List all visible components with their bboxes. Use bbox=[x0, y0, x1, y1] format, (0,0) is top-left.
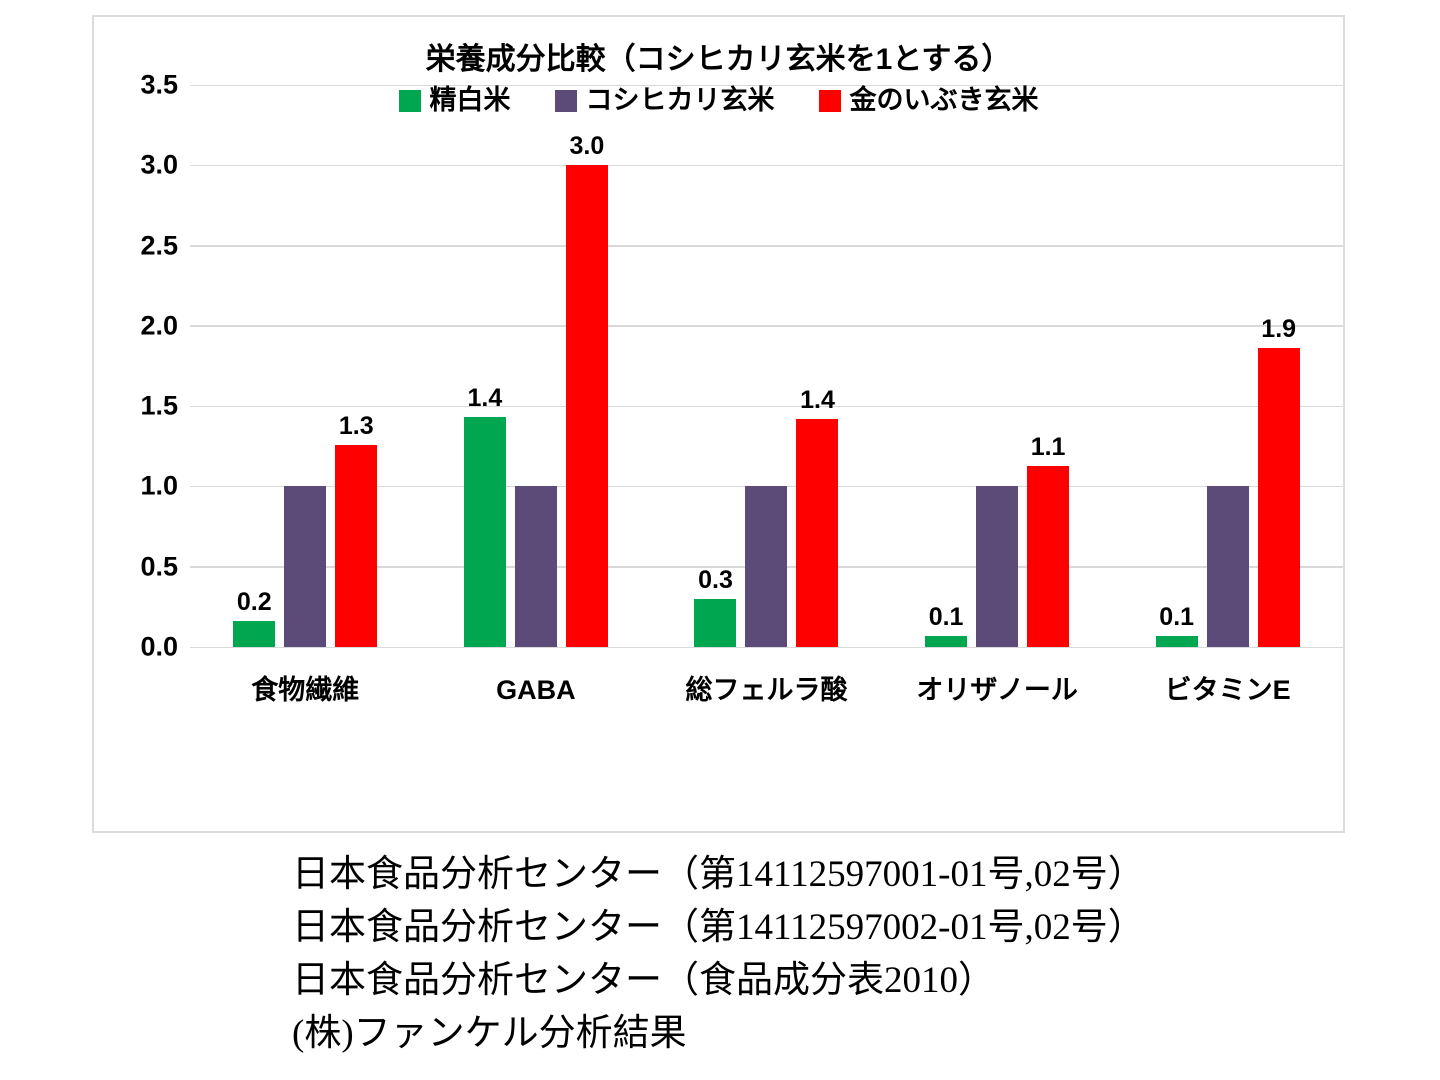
legend-label: 精白米 bbox=[429, 85, 511, 115]
y-tick-label: 1.0 bbox=[140, 470, 178, 501]
bar-value-label: 1.3 bbox=[338, 411, 374, 440]
bar-group: 0.1 1.9 bbox=[1112, 85, 1343, 647]
gridline bbox=[190, 325, 1343, 327]
bar bbox=[796, 419, 839, 647]
y-tick-label: 3.5 bbox=[140, 69, 178, 100]
x-category-label: GABA bbox=[496, 675, 576, 705]
legend-swatch bbox=[818, 89, 841, 112]
x-category-label: ビタミンE bbox=[1164, 675, 1291, 705]
bar-value-label: 0.1 bbox=[928, 602, 964, 631]
bar bbox=[335, 444, 378, 647]
legend-swatch bbox=[398, 89, 421, 112]
bar-group: 0.3 1.4 bbox=[651, 85, 882, 647]
bar bbox=[1027, 465, 1070, 647]
bar-value-label: 0.1 bbox=[1159, 602, 1195, 631]
plot-area: 0.2 1.3 1.4 3.0 0.3 1.4 0.1 1.1 0.1 1.9 bbox=[190, 84, 1343, 648]
legend-label: コシヒカリ玄米 bbox=[585, 85, 775, 115]
y-tick-label: 2.0 bbox=[140, 310, 178, 341]
bar bbox=[925, 635, 968, 647]
bar-value-label: 1.1 bbox=[1030, 432, 1066, 461]
x-category-label: オリザノール bbox=[916, 675, 1078, 705]
source-line: 日本食品分析センター（第14112597002-01号,02号） bbox=[292, 907, 1145, 948]
chart-title: 栄養成分比較（コシヒカリ玄米を1とする） bbox=[425, 43, 1012, 76]
bar bbox=[463, 417, 506, 647]
bar-value-label: 3.0 bbox=[569, 132, 605, 161]
bar bbox=[694, 598, 737, 647]
chart-box: 栄養成分比較（コシヒカリ玄米を1とする） 精白米 コシヒカリ玄米 金のいぶき玄米 0… bbox=[92, 15, 1345, 833]
bar bbox=[1257, 348, 1300, 647]
bar-group: 1.4 3.0 bbox=[421, 85, 652, 647]
bar bbox=[514, 486, 557, 647]
source-line: 日本食品分析センター（第14112597001-01号,02号） bbox=[292, 854, 1145, 895]
y-tick-label: 3.0 bbox=[140, 149, 178, 180]
legend-label: 金のいぶき玄米 bbox=[849, 85, 1039, 115]
y-tick-label: 1.5 bbox=[140, 390, 178, 421]
y-tick-label: 2.5 bbox=[140, 230, 178, 261]
y-tick-label: 0.5 bbox=[140, 551, 178, 582]
bar bbox=[745, 486, 788, 647]
bar-value-label: 1.4 bbox=[800, 386, 835, 414]
y-tick-label: 0.0 bbox=[140, 631, 178, 662]
source-line: 日本食品分析センター（食品成分表2010） bbox=[292, 960, 995, 1001]
gridline bbox=[190, 164, 1343, 167]
gridline bbox=[190, 84, 1343, 86]
legend: 精白米 コシヒカリ玄米 金のいぶき玄米 bbox=[94, 87, 1343, 114]
bar bbox=[284, 486, 327, 647]
source-block: 日本食品分析センター（第14112597001-01号,02号） 日本食品分析セン… bbox=[292, 848, 1145, 1060]
bar-group: 0.1 1.1 bbox=[882, 85, 1113, 647]
bar-value-label: 1.9 bbox=[1261, 315, 1297, 344]
bar bbox=[565, 165, 608, 647]
bar bbox=[1155, 635, 1198, 647]
gridline bbox=[190, 646, 1343, 648]
x-category-label: 食物繊維 bbox=[251, 675, 360, 705]
legend-item: 金のいぶき玄米 bbox=[818, 85, 1039, 115]
x-axis: 食物繊維 GABA 総フェルラ酸 オリザノール ビタミンE bbox=[190, 669, 1343, 709]
legend-item: 精白米 bbox=[398, 85, 511, 115]
bar-value-label: 0.3 bbox=[698, 565, 733, 594]
y-axis: 0.0 0.5 1.0 1.5 2.0 2.5 3.0 3.5 bbox=[94, 71, 178, 660]
bar bbox=[976, 486, 1019, 647]
legend-swatch bbox=[554, 89, 577, 112]
legend-item: コシヒカリ玄米 bbox=[554, 85, 775, 115]
bar-group: 0.2 1.3 bbox=[190, 85, 421, 647]
gridline bbox=[190, 245, 1343, 247]
bar bbox=[1206, 486, 1249, 647]
gridline bbox=[190, 405, 1343, 408]
bar-value-label: 1.4 bbox=[467, 384, 503, 413]
x-category-label: 総フェルラ酸 bbox=[685, 675, 848, 705]
bar bbox=[233, 621, 276, 647]
bar-value-label: 0.2 bbox=[236, 588, 272, 617]
source-line: (株)ファンケル分析結果 bbox=[292, 1013, 687, 1054]
